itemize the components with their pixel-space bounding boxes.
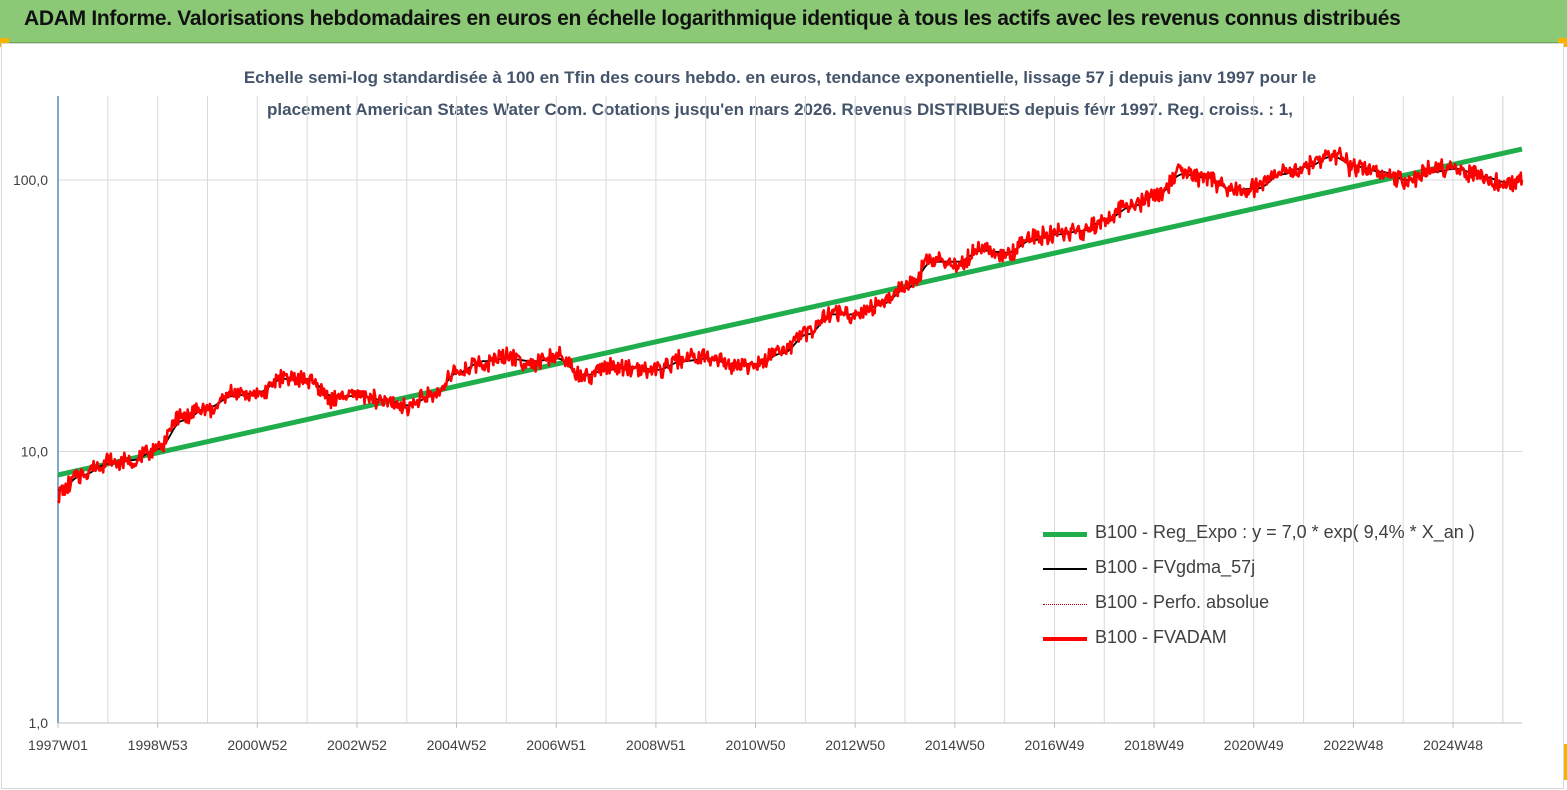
x-axis-tick-labels: 1997W01 1998W53 2000W52 2002W52 2004W52 2006W…: [28, 737, 1483, 753]
series-line-smooth: [57, 155, 1523, 492]
x-tick-label: 2018W49: [1124, 737, 1184, 753]
x-tick-label: 1997W01: [28, 737, 88, 753]
legend-swatch: [1043, 568, 1087, 570]
series-line-dotted: [57, 147, 1523, 504]
x-tick-label: 2024W48: [1423, 737, 1483, 753]
y-tick-label: 10,0: [21, 444, 48, 460]
header-banner: ADAM Informe. Valorisations hebdomadaire…: [0, 0, 1567, 43]
chart-title-line-1: Echelle semi-log standardisée à 100 en T…: [243, 68, 1317, 87]
axes: [57, 96, 1522, 728]
legend-label: B100 - FVgdma_57j: [1095, 557, 1256, 577]
x-tick-label: 2010W50: [726, 737, 786, 753]
corner-marker-top-right: [1558, 38, 1567, 47]
series-line-trend: [57, 146, 1523, 478]
legend-swatch: [1043, 532, 1087, 537]
legend-label: B100 - Reg_Expo : y = 7,0 * exp( 9,4% * …: [1095, 522, 1475, 542]
series-lines: [56, 146, 1524, 504]
x-tick-label: 2012W50: [825, 737, 885, 753]
y-axis-tick-labels: 1,0 10,0 100,0: [13, 172, 48, 731]
series-line-main: [56, 146, 1524, 504]
chart-title-line-2: placement American States Water Com. Cot…: [267, 100, 1293, 119]
grid-lines: [57, 96, 1522, 724]
x-tick-label: 2006W51: [526, 737, 586, 753]
corner-marker-top-left: [0, 38, 9, 47]
legend-label: B100 - Perfo. absolue: [1095, 592, 1270, 612]
report-title: ADAM Informe. Valorisations hebdomadaire…: [24, 7, 1401, 30]
x-tick-label: 2008W51: [626, 737, 686, 753]
x-tick-label: 2014W50: [925, 737, 985, 753]
x-tick-label: 1998W53: [128, 737, 188, 753]
legend-swatch: [1043, 604, 1087, 605]
x-tick-label: 2000W52: [227, 737, 287, 753]
x-tick-label: 2002W52: [327, 737, 387, 753]
x-tick-label: 2016W49: [1024, 737, 1084, 753]
legend-swatch: [1043, 637, 1087, 641]
x-tick-label: 2020W49: [1224, 737, 1284, 753]
y-tick-label: 1,0: [29, 715, 49, 731]
legend-label: B100 - FVADAM: [1095, 627, 1227, 647]
x-tick-label: 2004W52: [427, 737, 487, 753]
y-tick-label: 100,0: [13, 172, 48, 188]
x-tick-label: 2022W48: [1323, 737, 1383, 753]
